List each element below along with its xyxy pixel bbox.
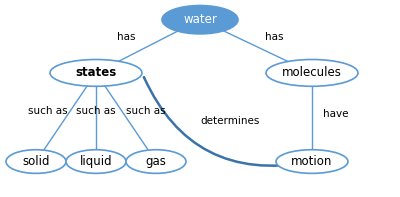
Text: have: have	[323, 109, 349, 119]
Ellipse shape	[162, 6, 238, 34]
Text: determines: determines	[200, 116, 260, 126]
Text: states: states	[75, 66, 117, 79]
Text: such as: such as	[76, 106, 116, 116]
Text: has: has	[117, 33, 135, 42]
FancyArrowPatch shape	[144, 77, 309, 166]
Ellipse shape	[6, 150, 66, 173]
Text: such as: such as	[126, 106, 166, 116]
Ellipse shape	[66, 150, 126, 173]
Text: water: water	[183, 13, 217, 26]
Text: molecules: molecules	[282, 66, 342, 79]
Text: motion: motion	[291, 155, 333, 168]
Text: has: has	[265, 33, 283, 42]
Ellipse shape	[276, 150, 348, 173]
Text: such as: such as	[28, 106, 68, 116]
Text: liquid: liquid	[80, 155, 112, 168]
Ellipse shape	[266, 59, 358, 86]
Ellipse shape	[126, 150, 186, 173]
Ellipse shape	[50, 59, 142, 86]
Text: solid: solid	[22, 155, 50, 168]
Text: gas: gas	[146, 155, 166, 168]
